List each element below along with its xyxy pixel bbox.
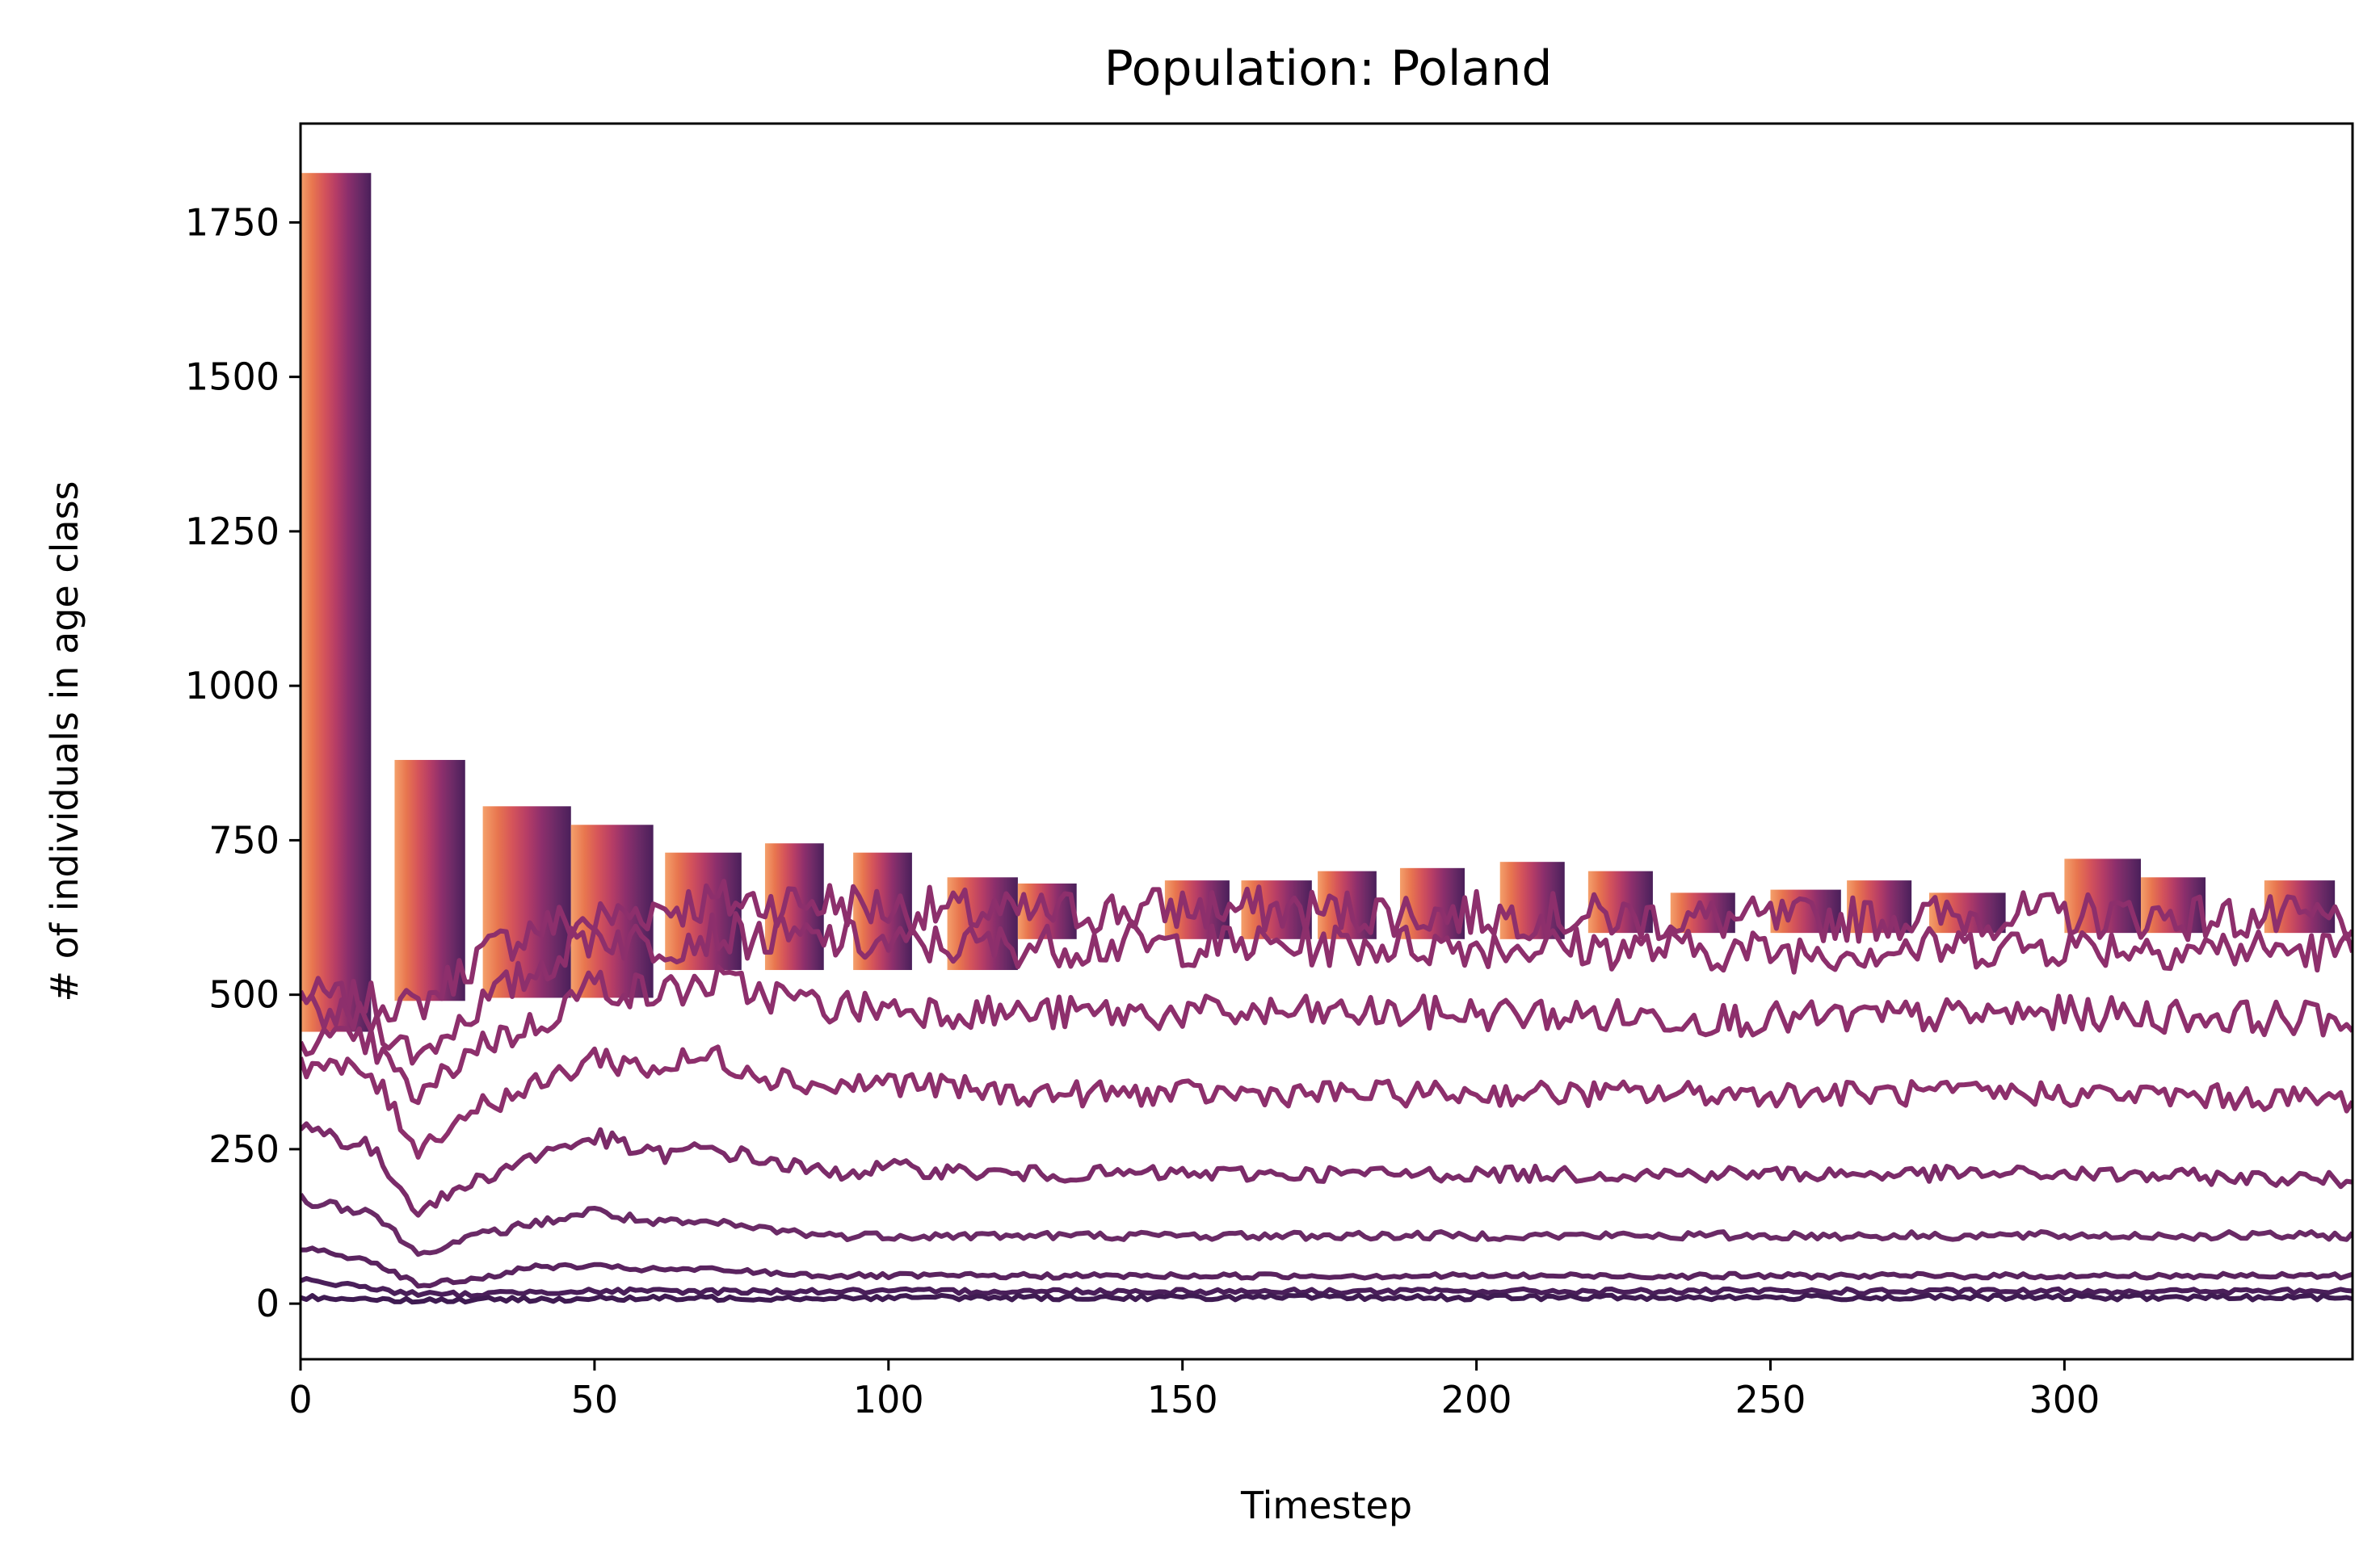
series-line-0 bbox=[301, 879, 2353, 1023]
series-line-4 bbox=[301, 1121, 2353, 1218]
y-tick-label: 500 bbox=[208, 973, 280, 1017]
y-tick-label: 750 bbox=[208, 818, 280, 862]
series-line-3 bbox=[301, 1044, 2353, 1160]
series-line-7 bbox=[301, 1276, 2353, 1299]
series-line-2 bbox=[301, 964, 2353, 1106]
series-line-8 bbox=[301, 1292, 2353, 1305]
series-line-6 bbox=[301, 1245, 2353, 1289]
age-band-3 bbox=[570, 825, 654, 998]
y-tick-label: 1250 bbox=[185, 510, 280, 553]
age-band-0 bbox=[301, 173, 372, 1032]
age-band-layer bbox=[301, 173, 2336, 1032]
x-tick-label: 0 bbox=[288, 1378, 312, 1421]
series-layer bbox=[301, 879, 2353, 1305]
y-axis-label: # of individuals in age class bbox=[43, 481, 86, 1001]
series-line-5 bbox=[301, 1192, 2353, 1257]
x-tick-label: 100 bbox=[853, 1378, 924, 1421]
chart-title: Population: Poland bbox=[1104, 40, 1553, 97]
y-tick-label: 0 bbox=[256, 1282, 280, 1325]
plot-frame bbox=[299, 122, 2354, 1361]
y-tick-label: 1500 bbox=[185, 355, 280, 399]
x-tick-label: 50 bbox=[571, 1378, 619, 1421]
y-tick-label: 1000 bbox=[185, 664, 280, 707]
age-band-1 bbox=[394, 759, 465, 1001]
series-line-1 bbox=[301, 911, 2353, 1066]
x-tick-label: 250 bbox=[1735, 1378, 1806, 1421]
x-tick-label: 300 bbox=[2029, 1378, 2100, 1421]
y-axis: 0 250 500 750 1000 1250 1500 1750 bbox=[185, 200, 301, 1325]
x-tick-label: 150 bbox=[1147, 1378, 1218, 1421]
y-tick-label: 250 bbox=[208, 1127, 280, 1171]
x-tick-label: 200 bbox=[1441, 1378, 1512, 1421]
x-axis: 0 50 100 150 200 250 300 bbox=[288, 1359, 2100, 1421]
y-tick-label: 1750 bbox=[185, 200, 280, 244]
x-axis-label: Timestep bbox=[1240, 1484, 1412, 1527]
age-band-19 bbox=[2064, 859, 2141, 934]
